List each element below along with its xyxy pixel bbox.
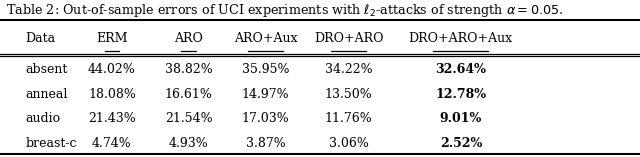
Text: 21.54%: 21.54% [165,112,212,125]
Text: 13.50%: 13.50% [325,88,372,101]
Text: 4.74%: 4.74% [92,137,132,150]
Text: DRO+ARO+Aux: DRO+ARO+Aux [409,32,513,45]
Text: 34.22%: 34.22% [325,63,372,76]
Text: 12.78%: 12.78% [435,88,486,101]
Text: ARO: ARO [174,32,204,45]
Text: 4.93%: 4.93% [169,137,209,150]
Text: Table 2: Out-of-sample errors of UCI experiments with $\ell_2$-attacks of streng: Table 2: Out-of-sample errors of UCI exp… [6,2,564,19]
Text: 3.87%: 3.87% [246,137,285,150]
Text: 11.76%: 11.76% [325,112,372,125]
Text: breast-c: breast-c [26,137,77,150]
Text: 3.06%: 3.06% [329,137,369,150]
Text: Data: Data [26,32,56,45]
Text: 38.82%: 38.82% [165,63,212,76]
Text: absent: absent [26,63,68,76]
Text: 9.01%: 9.01% [440,112,482,125]
Text: 44.02%: 44.02% [88,63,136,76]
Text: 32.64%: 32.64% [435,63,486,76]
Text: 18.08%: 18.08% [88,88,136,101]
Text: anneal: anneal [26,88,68,101]
Text: DRO+ARO: DRO+ARO [314,32,383,45]
Text: ERM: ERM [96,32,128,45]
Text: 2.52%: 2.52% [440,137,482,150]
Text: 16.61%: 16.61% [165,88,212,101]
Text: 35.95%: 35.95% [242,63,289,76]
Text: 21.43%: 21.43% [88,112,136,125]
Text: ARO+Aux: ARO+Aux [234,32,298,45]
Text: 17.03%: 17.03% [242,112,289,125]
Text: 14.97%: 14.97% [242,88,289,101]
Text: audio: audio [26,112,61,125]
